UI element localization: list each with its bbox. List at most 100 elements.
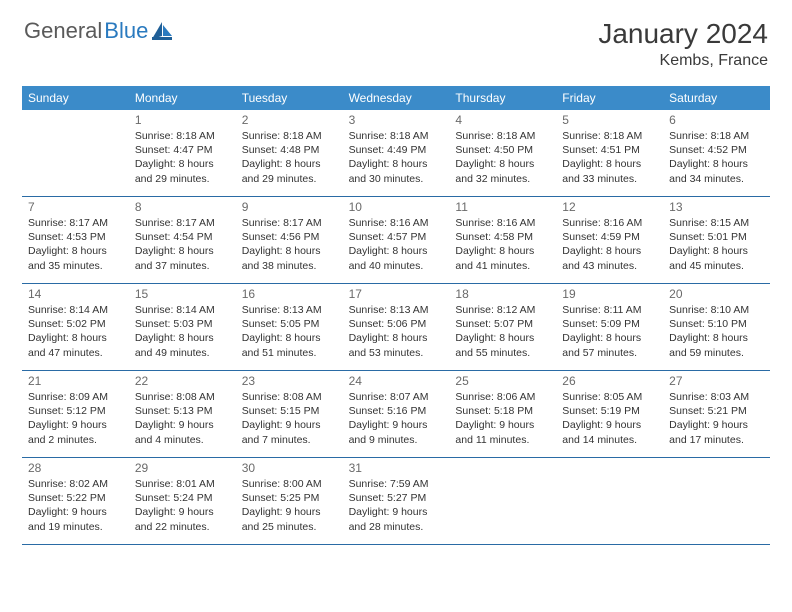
day-cell — [22, 110, 129, 196]
day-info: Sunrise: 8:18 AMSunset: 4:50 PMDaylight:… — [455, 129, 550, 186]
day-info: Sunrise: 8:18 AMSunset: 4:49 PMDaylight:… — [349, 129, 444, 186]
day-cell: 10 Sunrise: 8:16 AMSunset: 4:57 PMDayligh… — [343, 197, 450, 283]
day-info: Sunrise: 8:16 AMSunset: 4:57 PMDaylight:… — [349, 216, 444, 273]
day-info: Sunrise: 8:08 AMSunset: 5:13 PMDaylight:… — [135, 390, 230, 447]
day-number: 8 — [135, 200, 230, 214]
day-cell: 2Sunrise: 8:18 AMSunset: 4:48 PMDaylight… — [236, 110, 343, 196]
day-info: Sunrise: 8:14 AMSunset: 5:03 PMDaylight:… — [135, 303, 230, 360]
day-info: Sunrise: 8:09 AMSunset: 5:12 PMDaylight:… — [28, 390, 123, 447]
day-cell: 24Sunrise: 8:07 AMSunset: 5:16 PMDayligh… — [343, 371, 450, 457]
day-number: 14 — [28, 287, 123, 301]
day-header: Saturday — [663, 86, 770, 110]
day-cell: 5Sunrise: 8:18 AMSunset: 4:51 PMDaylight… — [556, 110, 663, 196]
day-cell: 17 Sunrise: 8:13 AMSunset: 5:06 PMDayligh… — [343, 284, 450, 370]
week-row: 1 Sunrise: 8:18 AMSunset: 4:47 PMDaylight… — [22, 110, 770, 197]
day-number: 30 — [242, 461, 337, 475]
logo-sail-icon — [152, 22, 174, 40]
day-number: 18 — [455, 287, 550, 301]
day-info: Sunrise: 8:02 AMSunset: 5:22 PMDaylight:… — [28, 477, 123, 534]
day-info: Sunrise: 8:06 AMSunset: 5:18 PMDaylight:… — [455, 390, 550, 447]
day-number: 7 — [28, 200, 123, 214]
day-cell: 8 Sunrise: 8:17 AMSunset: 4:54 PMDaylight… — [129, 197, 236, 283]
day-cell: 31 Sunrise: 7:59 AMSunset: 5:27 PMDayligh… — [343, 458, 450, 544]
day-number: 12 — [562, 200, 657, 214]
day-cell: 16Sunrise: 8:13 AMSunset: 5:05 PMDayligh… — [236, 284, 343, 370]
day-info: Sunrise: 7:59 AMSunset: 5:27 PMDaylight:… — [349, 477, 444, 534]
week-row: 28 Sunrise: 8:02 AMSunset: 5:22 PMDayligh… — [22, 458, 770, 545]
week-row: 14 Sunrise: 8:14 AMSunset: 5:02 PMDayligh… — [22, 284, 770, 371]
day-number: 22 — [135, 374, 230, 388]
day-header: Monday — [129, 86, 236, 110]
day-cell: 30 Sunrise: 8:00 AMSunset: 5:25 PMDayligh… — [236, 458, 343, 544]
day-cell: 9 Sunrise: 8:17 AMSunset: 4:56 PMDaylight… — [236, 197, 343, 283]
day-cell: 21 Sunrise: 8:09 AMSunset: 5:12 PMDayligh… — [22, 371, 129, 457]
day-info: Sunrise: 8:14 AMSunset: 5:02 PMDaylight:… — [28, 303, 123, 360]
day-cell: 1 Sunrise: 8:18 AMSunset: 4:47 PMDaylight… — [129, 110, 236, 196]
day-cell: 18 Sunrise: 8:12 AMSunset: 5:07 PMDayligh… — [449, 284, 556, 370]
day-info: Sunrise: 8:17 AMSunset: 4:56 PMDaylight:… — [242, 216, 337, 273]
day-cell: 22 Sunrise: 8:08 AMSunset: 5:13 PMDayligh… — [129, 371, 236, 457]
day-number: 2 — [242, 113, 337, 127]
week-row: 7 Sunrise: 8:17 AMSunset: 4:53 PMDaylight… — [22, 197, 770, 284]
day-cell — [663, 458, 770, 544]
day-info: Sunrise: 8:18 AMSunset: 4:51 PMDaylight:… — [562, 129, 657, 186]
day-info: Sunrise: 8:01 AMSunset: 5:24 PMDaylight:… — [135, 477, 230, 534]
day-number: 24 — [349, 374, 444, 388]
day-cell: 3Sunrise: 8:18 AMSunset: 4:49 PMDaylight… — [343, 110, 450, 196]
day-cell: 29 Sunrise: 8:01 AMSunset: 5:24 PMDayligh… — [129, 458, 236, 544]
day-header: Friday — [556, 86, 663, 110]
location-label: Kembs, France — [598, 52, 768, 70]
day-number: 11 — [455, 200, 550, 214]
day-number: 16 — [242, 287, 337, 301]
day-info: Sunrise: 8:10 AMSunset: 5:10 PMDaylight:… — [669, 303, 764, 360]
day-info: Sunrise: 8:17 AMSunset: 4:54 PMDaylight:… — [135, 216, 230, 273]
day-info: Sunrise: 8:12 AMSunset: 5:07 PMDaylight:… — [455, 303, 550, 360]
day-number: 19 — [562, 287, 657, 301]
day-headers-row: SundayMondayTuesdayWednesdayThursdayFrid… — [22, 86, 770, 110]
day-cell: 28 Sunrise: 8:02 AMSunset: 5:22 PMDayligh… — [22, 458, 129, 544]
day-number: 21 — [28, 374, 123, 388]
day-number: 26 — [562, 374, 657, 388]
day-number: 25 — [455, 374, 550, 388]
day-info: Sunrise: 8:15 AMSunset: 5:01 PMDaylight:… — [669, 216, 764, 273]
calendar: SundayMondayTuesdayWednesdayThursdayFrid… — [22, 86, 770, 545]
day-cell: 13 Sunrise: 8:15 AMSunset: 5:01 PMDayligh… — [663, 197, 770, 283]
day-cell: 6Sunrise: 8:18 AMSunset: 4:52 PMDaylight… — [663, 110, 770, 196]
day-number: 10 — [349, 200, 444, 214]
day-number: 17 — [349, 287, 444, 301]
day-number: 13 — [669, 200, 764, 214]
month-title: January 2024 — [598, 18, 768, 50]
weeks-container: 1 Sunrise: 8:18 AMSunset: 4:47 PMDaylight… — [22, 110, 770, 545]
day-info: Sunrise: 8:03 AMSunset: 5:21 PMDaylight:… — [669, 390, 764, 447]
day-cell — [556, 458, 663, 544]
logo-word1: General — [24, 18, 102, 44]
title-block: January 2024 Kembs, France — [598, 18, 768, 70]
week-row: 21 Sunrise: 8:09 AMSunset: 5:12 PMDayligh… — [22, 371, 770, 458]
day-info: Sunrise: 8:00 AMSunset: 5:25 PMDaylight:… — [242, 477, 337, 534]
day-info: Sunrise: 8:11 AMSunset: 5:09 PMDaylight:… — [562, 303, 657, 360]
header: General Blue January 2024 Kembs, France — [0, 0, 792, 78]
day-number: 28 — [28, 461, 123, 475]
day-number: 31 — [349, 461, 444, 475]
day-info: Sunrise: 8:16 AMSunset: 4:59 PMDaylight:… — [562, 216, 657, 273]
day-number: 23 — [242, 374, 337, 388]
day-cell: 4Sunrise: 8:18 AMSunset: 4:50 PMDaylight… — [449, 110, 556, 196]
day-info: Sunrise: 8:16 AMSunset: 4:58 PMDaylight:… — [455, 216, 550, 273]
day-info: Sunrise: 8:17 AMSunset: 4:53 PMDaylight:… — [28, 216, 123, 273]
day-header: Tuesday — [236, 86, 343, 110]
day-number: 29 — [135, 461, 230, 475]
day-info: Sunrise: 8:13 AMSunset: 5:06 PMDaylight:… — [349, 303, 444, 360]
day-cell: 11 Sunrise: 8:16 AMSunset: 4:58 PMDayligh… — [449, 197, 556, 283]
day-info: Sunrise: 8:08 AMSunset: 5:15 PMDaylight:… — [242, 390, 337, 447]
day-number: 9 — [242, 200, 337, 214]
day-cell: 7 Sunrise: 8:17 AMSunset: 4:53 PMDaylight… — [22, 197, 129, 283]
day-number: 20 — [669, 287, 764, 301]
day-cell: 23 Sunrise: 8:08 AMSunset: 5:15 PMDayligh… — [236, 371, 343, 457]
day-header: Wednesday — [343, 86, 450, 110]
day-cell: 20 Sunrise: 8:10 AMSunset: 5:10 PMDayligh… — [663, 284, 770, 370]
day-cell: 14 Sunrise: 8:14 AMSunset: 5:02 PMDayligh… — [22, 284, 129, 370]
day-header: Sunday — [22, 86, 129, 110]
day-number: 1 — [135, 113, 230, 127]
day-cell: 25 Sunrise: 8:06 AMSunset: 5:18 PMDayligh… — [449, 371, 556, 457]
day-info: Sunrise: 8:18 AMSunset: 4:47 PMDaylight:… — [135, 129, 230, 186]
